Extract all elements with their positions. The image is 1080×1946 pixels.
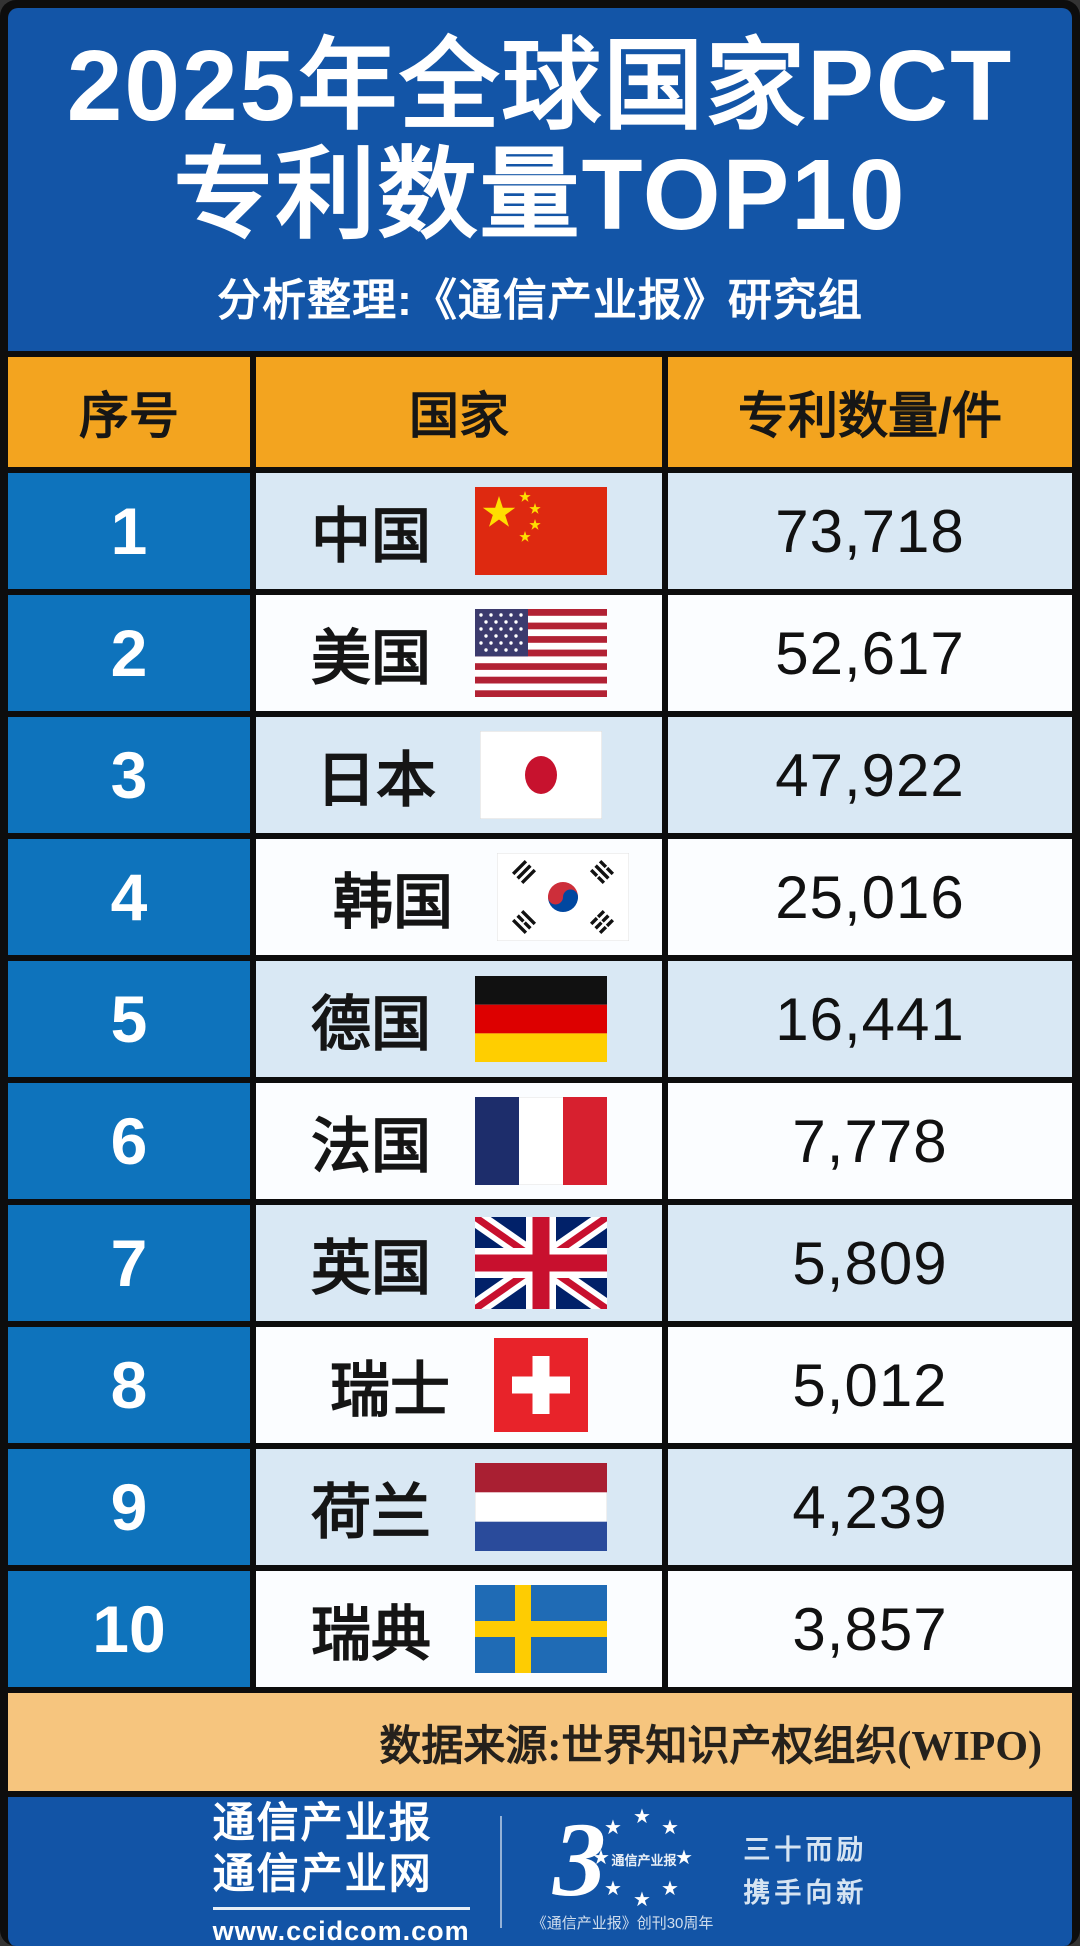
anniversary-number: 3 <box>553 1801 607 1919</box>
table-row: 9 荷兰 4,239 <box>8 1449 1072 1565</box>
column-header-country: 国家 <box>256 357 662 467</box>
patent-count: 7,778 <box>668 1083 1072 1199</box>
rank-cell: 9 <box>8 1449 250 1565</box>
country-name: 法国 <box>311 1112 431 1180</box>
brand-block: 通信产业报 通信产业网 www.ccidcom.com <box>212 1797 470 1946</box>
patent-count: 73,718 <box>668 473 1072 589</box>
data-source-text: 数据来源:世界知识产权组织(WIPO) <box>379 1723 1042 1770</box>
rank-cell: 2 <box>8 595 250 711</box>
column-header-rank: 序号 <box>8 357 250 467</box>
country-cell: 荷兰 <box>256 1449 662 1565</box>
footer-divider <box>499 1816 502 1929</box>
title-line-1: 2025年全球国家PCT <box>66 29 1014 142</box>
table-row: 7 英国 5,809 <box>8 1205 1072 1321</box>
netherlands-flag-icon <box>475 1463 607 1551</box>
header-banner: 2025年全球国家PCT 专利数量TOP10 分析整理:《通信产业报》研究组 <box>8 8 1072 351</box>
star-icon: ★ <box>592 1846 610 1869</box>
country-cell: 美国 <box>256 595 662 711</box>
rank-cell: 5 <box>8 961 250 1077</box>
country-name: 中国 <box>311 502 431 570</box>
table-row: 8 瑞士 5,012 <box>8 1327 1072 1443</box>
rank-cell: 6 <box>8 1083 250 1199</box>
anniversary-caption: 《通信产业报》创刊30周年 <box>531 1914 714 1932</box>
country-cell: 瑞典 <box>256 1571 662 1687</box>
star-icon: ★ <box>633 1888 651 1911</box>
patent-count: 4,239 <box>668 1449 1072 1565</box>
patent-count: 25,016 <box>668 839 1072 955</box>
slogan-line-2: 携手向新 <box>743 1878 868 1909</box>
table-row: 4 韩国 <box>8 839 1072 955</box>
website-url: www.ccidcom.com <box>212 1907 470 1946</box>
star-icon: ★ <box>604 1877 622 1900</box>
china-flag-icon <box>475 487 607 575</box>
country-name: 荷兰 <box>311 1478 431 1546</box>
page-title: 2025年全球国家PCT 专利数量TOP10 <box>66 29 1014 251</box>
country-cell: 中国 <box>256 473 662 589</box>
uk-flag-icon <box>475 1217 607 1309</box>
patent-count: 5,809 <box>668 1205 1072 1321</box>
rank-cell: 10 <box>8 1571 250 1687</box>
rank-cell: 1 <box>8 473 250 589</box>
patent-count: 52,617 <box>668 595 1072 711</box>
rank-cell: 3 <box>8 717 250 833</box>
country-cell: 英国 <box>256 1205 662 1321</box>
brand-name-paper: 通信产业报 <box>212 1799 433 1846</box>
country-name: 德国 <box>311 990 431 1058</box>
table-row: 2 美国 <box>8 595 1072 711</box>
star-icon: ★ <box>661 1816 679 1839</box>
rank-cell: 8 <box>8 1327 250 1443</box>
table-header-row: 序号 国家 专利数量/件 <box>8 357 1072 467</box>
country-cell: 瑞士 <box>256 1327 662 1443</box>
rank-cell: 4 <box>8 839 250 955</box>
patent-count: 5,012 <box>668 1327 1072 1443</box>
table-row: 3 日本 47,922 <box>8 717 1072 833</box>
star-icon: ★ <box>675 1846 693 1869</box>
anniversary-logo: 3 ★ ★ ★ ★ ★ ★ ★ ★ 通信产业报 《通信产业报》创刊30周年 <box>531 1801 714 1933</box>
switzerland-flag-icon <box>494 1338 588 1432</box>
table-row: 5 德国 16,441 <box>8 961 1072 1077</box>
south-korea-flag-icon <box>497 853 629 941</box>
column-header-patents: 专利数量/件 <box>668 357 1072 467</box>
patent-count: 16,441 <box>668 961 1072 1077</box>
country-cell: 德国 <box>256 961 662 1077</box>
star-icon: ★ <box>604 1816 622 1839</box>
country-name: 美国 <box>311 624 431 692</box>
brand-name-web: 通信产业网 <box>212 1850 433 1898</box>
germany-flag-icon <box>475 976 607 1062</box>
star-icon: ★ <box>633 1805 651 1828</box>
france-flag-icon <box>475 1097 607 1185</box>
title-line-2: 专利数量TOP10 <box>173 138 907 251</box>
star-icon: ★ <box>661 1877 679 1900</box>
slogan-line-1: 三十而励 <box>743 1835 868 1866</box>
country-cell: 日本 <box>256 717 662 833</box>
table-row: 10 瑞典 3,857 <box>8 1571 1072 1687</box>
star-ring-icon: ★ ★ ★ ★ ★ ★ ★ ★ 通信产业报 <box>592 1807 693 1911</box>
country-cell: 法国 <box>256 1083 662 1199</box>
footer-banner: 通信产业报 通信产业网 www.ccidcom.com 3 ★ ★ ★ ★ ★ … <box>8 1797 1072 1946</box>
sweden-flag-icon <box>475 1585 607 1673</box>
country-name: 韩国 <box>333 868 453 936</box>
country-name: 瑞士 <box>330 1356 450 1424</box>
country-name: 日本 <box>316 746 436 814</box>
slogan-block: 三十而励 携手向新 <box>743 1829 867 1915</box>
rank-cell: 7 <box>8 1205 250 1321</box>
patent-count: 3,857 <box>668 1571 1072 1687</box>
country-name: 英国 <box>311 1234 431 1302</box>
japan-flag-icon <box>480 731 602 819</box>
ring-inner-text: 通信产业报 <box>611 1853 677 1869</box>
table-row: 6 法国 7,778 <box>8 1083 1072 1199</box>
country-cell: 韩国 <box>256 839 662 955</box>
country-name: 瑞典 <box>311 1600 431 1668</box>
table-row: 1 中国 73,718 <box>8 473 1072 589</box>
usa-flag-icon <box>475 609 607 697</box>
data-source-band: 数据来源:世界知识产权组织(WIPO) <box>8 1693 1072 1791</box>
page-subtitle: 分析整理:《通信产业报》研究组 <box>217 275 863 325</box>
patent-count: 47,922 <box>668 717 1072 833</box>
